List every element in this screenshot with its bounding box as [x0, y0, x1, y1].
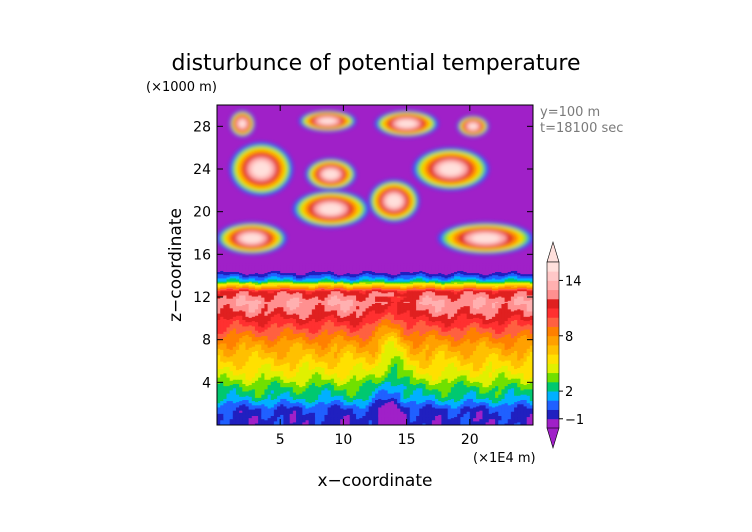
annotation-t: t=18100 sec — [540, 121, 623, 136]
annotation-y: y=100 m — [540, 105, 600, 120]
chart-title: disturbunce of potential temperature — [172, 51, 581, 76]
plot-area — [217, 105, 534, 426]
y-unit-label: (×1000 m) — [146, 80, 217, 95]
